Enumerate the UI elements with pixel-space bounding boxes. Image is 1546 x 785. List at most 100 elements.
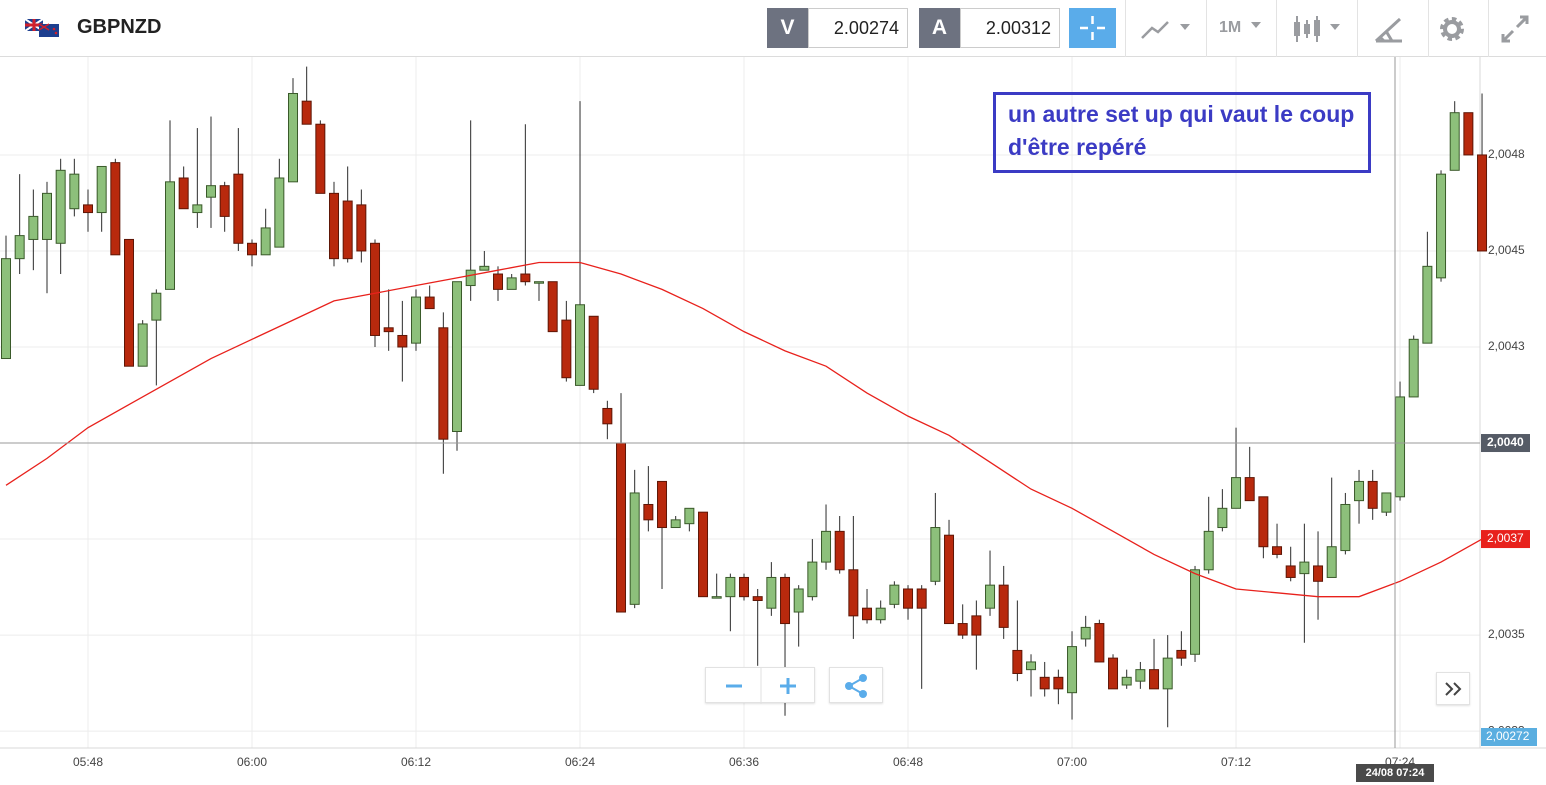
candle-body	[1231, 477, 1242, 509]
draw-button[interactable]	[1374, 15, 1404, 43]
candle-body	[342, 200, 353, 260]
candle-body	[1367, 480, 1378, 509]
candle-body	[793, 588, 804, 613]
candle-body	[1217, 507, 1228, 529]
scroll-to-end-button[interactable]	[1436, 672, 1470, 705]
candle-body	[985, 584, 996, 609]
chart-type-button[interactable]	[1140, 16, 1195, 42]
candle-body	[1121, 676, 1132, 686]
annotation: un autre set up qui vaut le coup d'être …	[993, 92, 1371, 173]
x-tick-label: 07:12	[1221, 755, 1251, 769]
y-tick-label: 2,0043	[1488, 339, 1525, 353]
candle-body	[1354, 480, 1365, 502]
y-tick-label: 2,0048	[1488, 147, 1525, 161]
bid-badge	[1481, 728, 1537, 746]
x-tick-label: 06:48	[893, 755, 923, 769]
candle-body	[424, 296, 435, 310]
candle-body	[452, 281, 463, 432]
candle-body	[1449, 112, 1460, 171]
candle-body	[807, 561, 818, 598]
crosshair-time-label: 24/08 07:24	[1366, 767, 1426, 779]
chart: 2,00332,00352,00382,00402,00432,00452,00…	[0, 57, 1546, 782]
candle-body	[1422, 265, 1433, 344]
ma-badge-label: 2,0037	[1487, 531, 1524, 545]
candle-body	[930, 527, 941, 582]
timeframe-button[interactable]: 1M	[1219, 19, 1242, 36]
candle-body	[192, 204, 203, 214]
candle-body	[1313, 565, 1324, 582]
candle-body	[1135, 669, 1146, 682]
candle-body	[288, 92, 299, 183]
symbol: GBPNZD	[77, 16, 162, 38]
candle-body	[42, 192, 53, 240]
settings-button[interactable]	[1437, 14, 1467, 44]
candle-body	[301, 100, 312, 125]
candle-body	[629, 492, 640, 605]
candle-body	[643, 503, 654, 521]
candle-body	[14, 235, 25, 260]
candle-body	[206, 185, 217, 198]
candle-body	[1258, 496, 1269, 548]
crosshair-button[interactable]	[1069, 8, 1116, 48]
x-tick-label: 07:00	[1057, 755, 1087, 769]
candle-body	[547, 281, 558, 333]
candle-body	[1108, 657, 1119, 690]
y-tick-label: 2,0035	[1488, 627, 1525, 641]
candle-body	[561, 319, 572, 379]
candle-body	[1094, 623, 1105, 663]
share-button[interactable]	[829, 667, 883, 703]
candle-body	[766, 576, 777, 609]
ask-label[interactable]: A	[919, 8, 960, 48]
candle-body	[889, 584, 900, 605]
crosshair-price-label: 2,0040	[1487, 435, 1524, 449]
candle-body	[780, 576, 791, 625]
fullscreen-button[interactable]	[1500, 14, 1530, 44]
candle-type-button[interactable]	[1292, 14, 1347, 44]
candle-body	[178, 177, 189, 210]
candle-body	[479, 265, 490, 271]
bid-price[interactable]: 2.00274	[808, 8, 908, 48]
y-tick-label: 2,0045	[1488, 243, 1525, 257]
candle-body	[834, 530, 845, 571]
candle-body	[219, 185, 230, 217]
candle-body	[657, 480, 668, 529]
candle-body	[875, 607, 886, 621]
candle-body	[1176, 649, 1187, 659]
bid-label[interactable]: V	[767, 8, 808, 48]
zoom-in[interactable]	[780, 678, 796, 694]
candle-body	[602, 407, 613, 425]
candle-body	[670, 519, 681, 529]
candle-body	[944, 534, 955, 625]
candle-body	[752, 596, 763, 602]
candle-body	[588, 315, 599, 390]
candle-body	[1285, 565, 1296, 578]
candle-body	[411, 296, 422, 344]
candle-body	[438, 327, 449, 440]
candle-body	[862, 607, 873, 621]
ask-price[interactable]: 2.00312	[960, 8, 1060, 48]
candle-body	[698, 511, 709, 598]
candle-body	[998, 584, 1009, 628]
ma-badge	[1481, 530, 1530, 549]
candle-body	[520, 273, 531, 283]
candle-body	[124, 238, 135, 367]
candle-body	[96, 165, 107, 214]
candle-body	[1149, 669, 1160, 690]
candle-body	[916, 588, 927, 609]
candle-body	[1436, 173, 1447, 279]
candle-body	[1012, 649, 1023, 674]
candle-body	[1244, 477, 1255, 502]
x-tick-label: 06:12	[401, 755, 431, 769]
candle-body	[1162, 657, 1173, 690]
candle-body	[370, 242, 381, 336]
candle-body	[1039, 676, 1050, 690]
candle-body	[684, 507, 695, 525]
toolbar: GBPNZD V 2.00274 A 2.00312 1M	[0, 0, 1546, 57]
candle-body	[110, 162, 121, 256]
candle-body	[1395, 396, 1406, 498]
candle-body	[903, 588, 914, 609]
candle-body	[821, 530, 832, 563]
candle-body	[83, 204, 94, 214]
candle-body	[69, 173, 80, 210]
